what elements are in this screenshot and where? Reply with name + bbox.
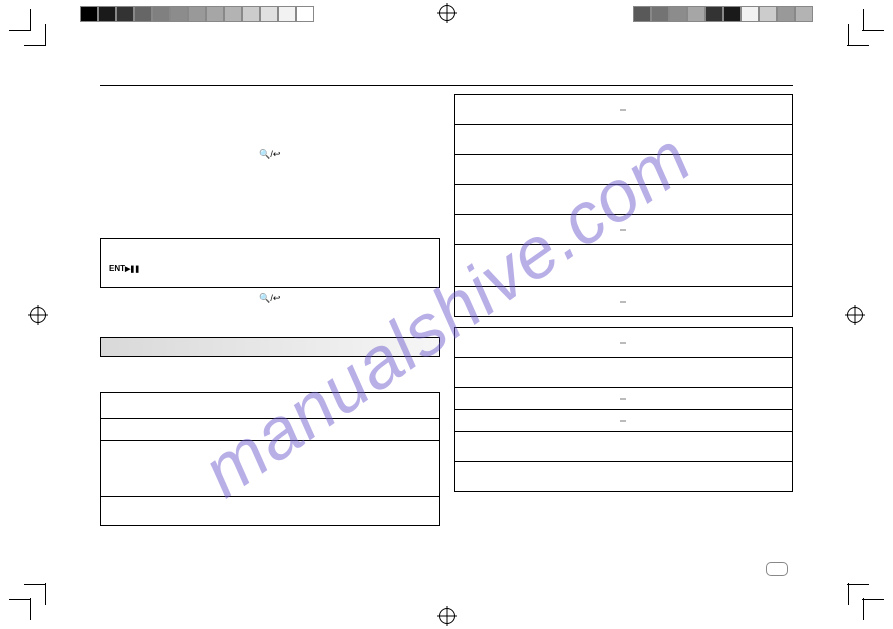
color-swatch xyxy=(242,6,260,22)
settings-table-right-1 xyxy=(454,94,794,317)
color-swatch xyxy=(687,6,705,22)
color-swatch xyxy=(278,6,296,22)
color-swatch xyxy=(759,6,777,22)
table-row xyxy=(455,431,793,461)
right-column xyxy=(454,94,794,526)
color-swatch xyxy=(170,6,188,22)
settings-table-right-2 xyxy=(454,327,794,492)
table-row xyxy=(101,393,439,419)
calibration-strip-left xyxy=(80,6,314,22)
left-column: 🔍/↩ ENT▶❚❚ 🔍/↩ xyxy=(100,94,440,526)
header-rule xyxy=(100,85,793,86)
color-swatch xyxy=(705,6,723,22)
page-body: 🔍/↩ ENT▶❚❚ 🔍/↩ xyxy=(55,45,838,584)
search-return-icon: 🔍/↩ xyxy=(100,293,440,307)
play-pause-icon: ▶❚❚ xyxy=(125,266,139,273)
color-swatch xyxy=(134,6,152,22)
table-row xyxy=(101,497,439,525)
table-row xyxy=(455,357,793,387)
table-row xyxy=(455,387,793,409)
color-swatch xyxy=(633,6,651,22)
table-row xyxy=(455,461,793,491)
color-swatch xyxy=(669,6,687,22)
calibration-strip-right xyxy=(633,6,813,22)
registration-mark-bottom xyxy=(439,608,455,624)
table-row xyxy=(455,154,793,184)
table-row xyxy=(455,286,793,316)
color-swatch xyxy=(777,6,795,22)
instruction-box: ENT▶❚❚ xyxy=(100,238,440,288)
color-swatch xyxy=(795,6,813,22)
color-swatch xyxy=(206,6,224,22)
color-swatch xyxy=(152,6,170,22)
registration-mark-left xyxy=(30,307,46,323)
color-swatch xyxy=(723,6,741,22)
table-row xyxy=(101,441,439,497)
table-row xyxy=(101,419,439,441)
settings-table-left xyxy=(100,392,440,526)
table-row xyxy=(455,214,793,244)
color-swatch xyxy=(80,6,98,22)
ent-label: ENT▶❚❚ xyxy=(109,264,139,273)
registration-mark-right xyxy=(847,307,863,323)
table-row xyxy=(455,409,793,431)
color-swatch xyxy=(188,6,206,22)
table-row xyxy=(455,244,793,286)
color-swatch xyxy=(651,6,669,22)
table-row xyxy=(455,124,793,154)
color-swatch xyxy=(741,6,759,22)
color-swatch xyxy=(98,6,116,22)
gradient-heading-bar xyxy=(100,337,440,357)
color-swatch xyxy=(296,6,314,22)
page-number-box xyxy=(766,562,788,576)
color-swatch xyxy=(224,6,242,22)
color-swatch xyxy=(260,6,278,22)
search-return-icon: 🔍/↩ xyxy=(100,149,440,163)
registration-mark-top xyxy=(439,5,455,21)
table-row xyxy=(455,184,793,214)
table-row xyxy=(455,94,793,124)
color-swatch xyxy=(116,6,134,22)
table-row xyxy=(455,327,793,357)
